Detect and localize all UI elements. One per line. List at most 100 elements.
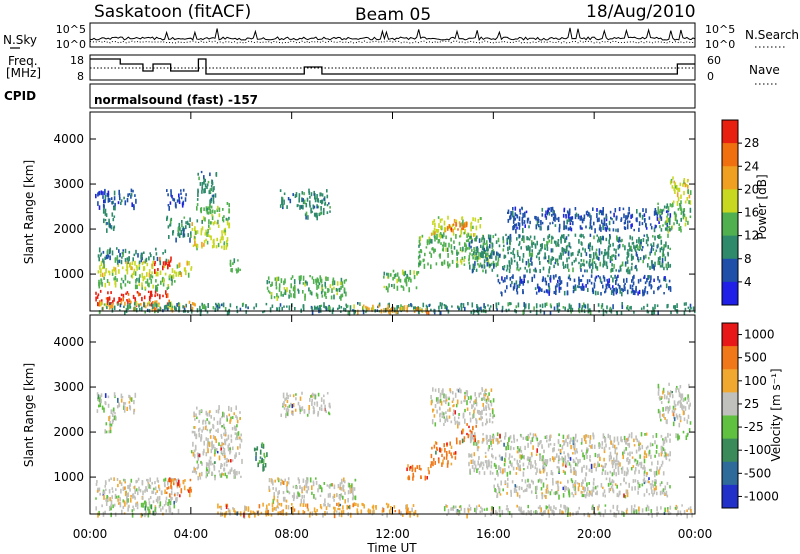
colorbar-tick-label: 28 <box>744 136 759 150</box>
nave-tick-bottom: 0 <box>707 70 714 83</box>
freq-label-line2: [MHz] <box>6 66 41 80</box>
colorbar-segment <box>722 189 738 213</box>
freq-tick-top: 18 <box>70 54 84 67</box>
scatter-region <box>455 423 477 445</box>
colorbar-segment <box>722 461 738 486</box>
scatter-region <box>266 275 347 301</box>
scatter-region <box>280 391 331 419</box>
noise-right-tick-top: 10^5 <box>705 23 735 36</box>
colorbar-segment <box>722 392 738 416</box>
y-tick-label: 4000 <box>53 335 84 349</box>
noise-left-label: N.Sky <box>3 33 37 47</box>
nave-label: Nave <box>749 63 780 77</box>
colorbar-tick-label: 100 <box>744 374 767 388</box>
x-axis-label: Time UT <box>366 541 417 554</box>
freq-label-line1: Freq. <box>8 54 38 68</box>
colorbar-tick-label: -500 <box>744 466 771 480</box>
noise-right-tick-bottom: 10^0 <box>705 38 735 51</box>
colorbar-tick-label: 4 <box>744 275 752 289</box>
date-title: 18/Aug/2010 <box>586 2 696 22</box>
scatter-region <box>468 233 671 256</box>
colorbar-tick-label: 8 <box>744 252 752 266</box>
cpid-panel-frame <box>89 83 696 109</box>
scatter-region <box>493 477 671 500</box>
scatter-region <box>253 442 268 472</box>
noise-left-tick-bottom: 10^0 <box>56 38 86 51</box>
colorbar-tick-label: -25 <box>744 420 764 434</box>
scatter-region <box>96 392 137 415</box>
colorbar-segment <box>722 484 738 509</box>
scatter-region <box>191 220 231 251</box>
colorbar-tick-label: 24 <box>744 159 759 173</box>
power-y-axis: 4000 3000 2000 1000 <box>53 132 695 281</box>
scatter-region <box>97 260 193 279</box>
velocity-y-label: Slant Range [km] <box>22 363 36 467</box>
y-tick-label: 2000 <box>53 425 84 439</box>
x-tick-label: 08:00 <box>274 527 309 541</box>
power-heatmap <box>95 170 696 317</box>
x-tick-label: 16:00 <box>476 527 511 541</box>
velocity-panel-frame <box>89 314 696 515</box>
scatter-region <box>507 206 672 234</box>
noise-left-tick-top: 10^5 <box>56 23 86 36</box>
scatter-region <box>268 477 357 504</box>
colorbar-tick-label: 16 <box>744 206 759 220</box>
colorbar-tick-label: -100 <box>744 443 771 457</box>
scatter-region <box>95 188 137 211</box>
scatter-region <box>153 256 172 274</box>
scatter-region <box>98 274 176 292</box>
scatter-region <box>196 170 218 204</box>
y-tick-label: 1000 <box>53 267 84 281</box>
scatter-region <box>165 477 192 498</box>
colorbar-segment <box>722 235 738 260</box>
scatter-region <box>430 441 457 468</box>
colorbar-segment <box>722 323 738 347</box>
scatter-region <box>140 500 157 518</box>
colorbar-segment <box>722 166 738 190</box>
colorbar-segment <box>722 415 738 440</box>
y-tick-label: 2000 <box>53 222 84 236</box>
scatter-region <box>97 247 168 266</box>
colorbar-segment <box>722 143 738 167</box>
velocity-heatmap <box>95 382 693 519</box>
colorbar-segment <box>722 258 738 283</box>
freq-trace <box>90 58 695 75</box>
noise-sky-trace <box>89 27 696 41</box>
nave-tick-top: 60 <box>707 54 721 67</box>
scatter-region <box>196 202 231 225</box>
colorbar-tick-label: 25 <box>744 397 759 411</box>
velocity-colorbar: 1000 500 100 25 -25 -100 -500 -1000 <box>721 322 779 509</box>
scatter-region <box>383 269 420 293</box>
cpid-text: normalsound (fast) -157 <box>94 93 258 107</box>
power-y-label: Slant Range [km] <box>22 160 36 264</box>
time-axis: 00:00 04:00 08:00 12:00 16:00 20:00 00:00 <box>73 112 712 541</box>
scatter-region <box>657 382 692 428</box>
scatter-region <box>446 221 468 233</box>
scatter-region <box>353 304 430 316</box>
x-tick-label: 00:00 <box>73 527 108 541</box>
y-tick-label: 1000 <box>53 470 84 484</box>
cpid-label: CPID <box>4 89 36 103</box>
x-tick-label: 04:00 <box>174 527 209 541</box>
colorbar-segment <box>722 346 738 370</box>
scatter-region <box>657 202 692 234</box>
freq-tick-bottom: 8 <box>77 70 84 83</box>
scatter-region <box>669 176 692 206</box>
power-colorbar: 28 24 20 16 12 8 4 <box>721 119 759 306</box>
scatter-region <box>675 428 691 441</box>
colorbar-segment <box>722 120 738 144</box>
scatter-region <box>468 432 671 478</box>
noise-search-trace <box>89 40 696 44</box>
scatter-region <box>166 215 192 243</box>
noise-panel-frame <box>89 22 696 48</box>
colorbar-frame <box>721 322 739 509</box>
station-title: Saskatoon (fitACF) <box>94 2 251 22</box>
colorbar-tick-label: 1000 <box>744 328 775 342</box>
scatter-region <box>102 206 116 233</box>
y-tick-label: 3000 <box>53 177 84 191</box>
scatter-region <box>406 464 432 481</box>
scatter-region <box>166 188 187 211</box>
scatter-region <box>468 251 672 275</box>
scatter-region <box>304 202 331 221</box>
